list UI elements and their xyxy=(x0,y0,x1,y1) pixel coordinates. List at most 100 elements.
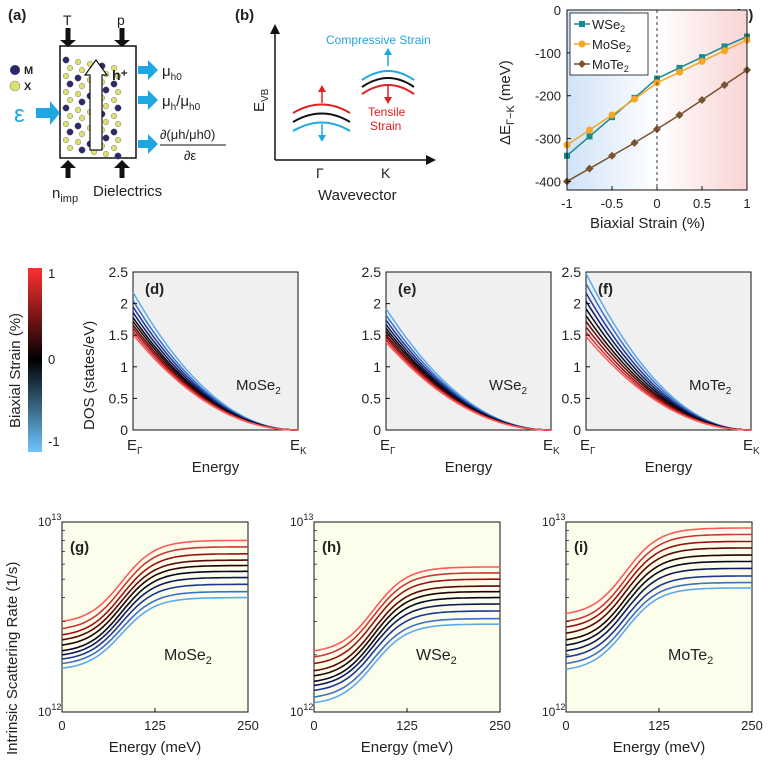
gamma-arrow-up-head xyxy=(318,85,326,92)
x-atom xyxy=(110,64,117,71)
c-point xyxy=(698,96,706,104)
x-atom xyxy=(78,66,85,73)
b-gamma-tick: Γ xyxy=(316,165,324,181)
dos-ytick-label: 0.5 xyxy=(362,390,382,406)
dos-ytick-label: 1.5 xyxy=(562,327,582,343)
strain-input-arrow xyxy=(36,101,60,125)
x-atom xyxy=(110,112,117,119)
tensile-label-2: Strain xyxy=(370,119,401,133)
dos-ylabel: DOS (states/eV) xyxy=(81,321,98,430)
x-atom xyxy=(63,136,70,143)
c-legend-label-1: WSe2 xyxy=(592,17,625,34)
c-point xyxy=(699,54,705,61)
dos-xtick-k: EK xyxy=(290,437,307,457)
pressure-arrowhead xyxy=(114,40,130,47)
legend-x-dot xyxy=(9,80,21,92)
x-atom xyxy=(63,72,70,79)
c-ytick-label: -200 xyxy=(535,89,561,104)
scat-xtick-label: 0 xyxy=(562,718,569,733)
dos-xtick-k: EK xyxy=(543,437,560,457)
c-legend-label-2: MoSe2 xyxy=(592,37,631,54)
colorbar-label: Biaxial Strain (%) xyxy=(7,313,24,428)
hole-label: h⁺ xyxy=(112,67,128,83)
scat-curve xyxy=(313,603,501,687)
dos-ytick-label: 0 xyxy=(373,422,381,438)
m-atom xyxy=(78,146,86,154)
m-atom xyxy=(114,152,122,160)
output-arrow-1 xyxy=(138,60,158,80)
dos-panel-2: 0 0.5 1 1.5 2 2.5 (f) MoTe2 EΓ EK Energy xyxy=(562,264,760,476)
c-xtick-label: 0 xyxy=(653,196,660,211)
compressive-label: Compressive Strain xyxy=(326,33,431,47)
colorbar: 1 0 -1 Biaxial Strain (%) xyxy=(7,266,60,452)
dos-xlabel: Energy xyxy=(645,459,693,476)
x-atom xyxy=(110,96,117,103)
scat-curve xyxy=(61,564,248,646)
scat-curve xyxy=(313,617,501,698)
dos-ytick-label: 2.5 xyxy=(562,264,582,280)
device-box xyxy=(59,45,137,159)
x-atom xyxy=(114,72,121,79)
c-legend-marker-1 xyxy=(579,21,585,27)
scat-frame xyxy=(313,521,501,713)
dos-xlabel: Energy xyxy=(445,459,493,476)
m-atom xyxy=(62,56,70,64)
scat-xtick-label: 0 xyxy=(310,718,317,733)
scat-xtick-label: 250 xyxy=(489,718,511,733)
b-x-arrowhead xyxy=(426,155,436,165)
m-atom xyxy=(110,128,118,136)
output-arrow-3 xyxy=(138,134,158,154)
b-k-tick: K xyxy=(381,165,391,181)
m-atom xyxy=(62,104,70,112)
c-point xyxy=(721,47,728,55)
scat-frame xyxy=(565,521,753,713)
x-atom xyxy=(74,59,81,66)
scat-curve xyxy=(565,567,752,652)
tensile-label-1: Tensile xyxy=(368,105,406,119)
scat-ytick-top: 1013 xyxy=(290,512,313,529)
dos-material: MoSe2 xyxy=(236,377,281,397)
output-mu-h0: μh0 xyxy=(162,63,182,83)
panel-b: (b) EVB Wavevector Γ K Compressive Strai… xyxy=(235,7,436,204)
scat-xtick-label: 250 xyxy=(741,718,763,733)
legend-m-label: M xyxy=(24,65,33,77)
scat-curve xyxy=(61,576,248,656)
scat-curve xyxy=(565,540,752,628)
scat-curve xyxy=(313,585,500,672)
c-legend-marker-2 xyxy=(578,40,586,48)
impurity-arrowhead xyxy=(60,160,76,168)
dos-ytick-label: 1.5 xyxy=(362,327,382,343)
c-ytick-label: -300 xyxy=(535,132,561,147)
k-arrow-down-head xyxy=(384,97,392,104)
dos-panel-0: 0 0.5 1 1.5 2 2.5 (d) MoSe2 EΓ EK Energy xyxy=(109,264,307,476)
x-atom xyxy=(66,96,73,103)
c-point xyxy=(631,95,638,103)
dos-ytick-label: 2.5 xyxy=(362,264,382,280)
scat-material: MoTe2 xyxy=(668,647,713,667)
scat-curve xyxy=(313,596,500,683)
m-atom xyxy=(78,98,86,106)
m-atom xyxy=(66,128,74,136)
scat-curve xyxy=(313,610,500,692)
scat-curve xyxy=(313,590,501,677)
scat-curve xyxy=(313,572,501,658)
scat-xtick-label: 0 xyxy=(58,718,65,733)
dos-xtick-k: EK xyxy=(743,437,760,457)
scat-curve xyxy=(565,587,752,670)
c-point xyxy=(586,126,593,134)
gamma-band-tensile xyxy=(292,103,351,114)
scat-curve xyxy=(61,553,248,636)
scat-curve xyxy=(61,546,249,630)
x-atom xyxy=(114,136,121,143)
temperature-arrowhead xyxy=(60,40,76,47)
m-atom xyxy=(102,86,110,94)
c-legend-marker-3 xyxy=(578,60,586,68)
b-xlabel: Wavevector xyxy=(318,187,397,204)
dos-material: WSe2 xyxy=(489,377,528,397)
scat-panel-label: (h) xyxy=(322,539,341,556)
scat-xlabel: Energy (meV) xyxy=(361,739,454,756)
x-atom xyxy=(102,102,109,109)
